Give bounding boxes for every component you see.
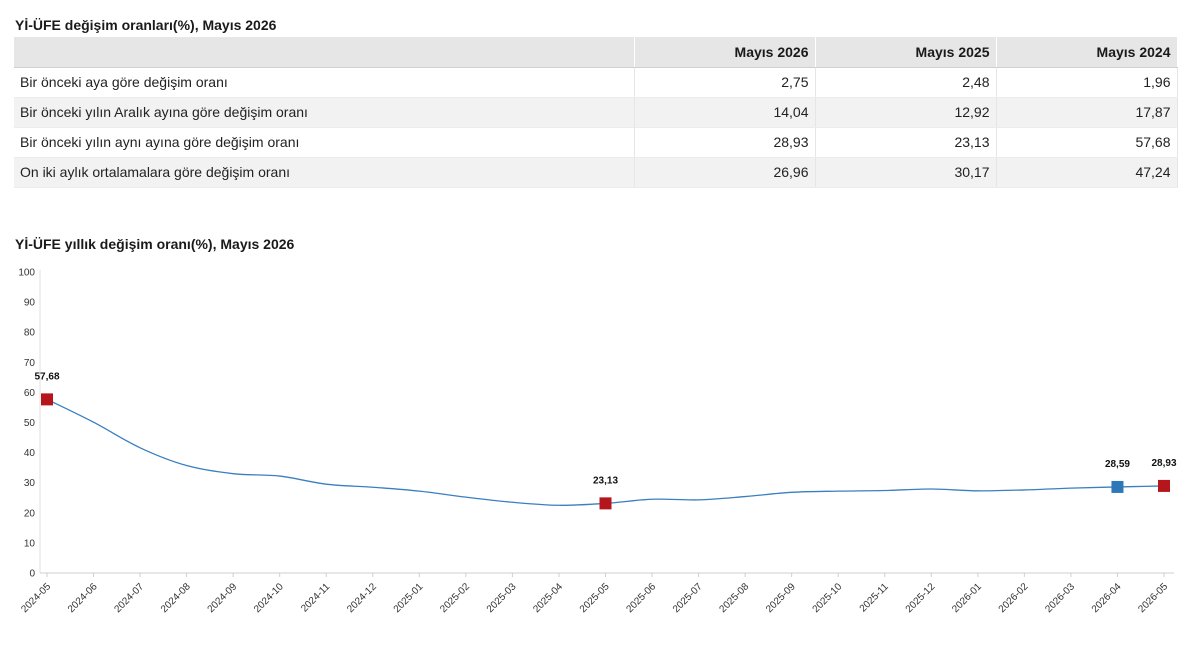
x-tick-label: 2024-08 [159, 581, 193, 615]
y-tick-label: 0 [29, 569, 35, 580]
x-tick-label: 2025-09 [764, 581, 798, 615]
x-tick-label: 2025-11 [858, 581, 892, 615]
table-cell: 2,48 [815, 67, 997, 98]
column-header: Mayıs 2025 [815, 37, 997, 68]
x-tick-label: 2024-12 [345, 581, 379, 615]
table-cell: 23,13 [815, 127, 997, 158]
x-tick-label: 2025-08 [718, 581, 752, 615]
row-label: On iki aylık ortalamalara göre değişim o… [14, 157, 635, 188]
table-cell: 28,93 [634, 127, 816, 158]
table-cell: 1,96 [996, 67, 1178, 98]
table-cell: 2,75 [634, 67, 816, 98]
data-point-marker [1111, 480, 1124, 493]
data-label: 57,68 [34, 371, 59, 382]
y-tick-label: 20 [24, 508, 36, 519]
table-cell: 30,17 [815, 157, 997, 188]
x-tick-label: 2026-02 [997, 581, 1031, 615]
x-tick-label: 2025-06 [624, 581, 658, 615]
table-cell: 14,04 [634, 97, 816, 128]
data-label: 28,59 [1105, 459, 1130, 470]
x-tick-label: 2025-07 [671, 581, 705, 615]
x-tick-label: 2026-04 [1090, 581, 1124, 615]
column-header [14, 37, 635, 68]
x-tick-label: 2024-10 [252, 581, 286, 615]
row-label: Bir önceki yılın Aralık ayına göre değiş… [14, 97, 635, 128]
y-tick-label: 40 [24, 448, 36, 459]
x-tick-label: 2024-09 [206, 581, 240, 615]
y-tick-label: 90 [24, 298, 36, 309]
x-tick-label: 2024-06 [66, 581, 100, 615]
chart-title: Yİ-ÜFE yıllık değişim oranı(%), Mayıs 20… [15, 236, 295, 252]
y-tick-label: 30 [24, 478, 36, 489]
x-tick-label: 2025-01 [392, 581, 426, 615]
x-tick-label: 2026-05 [1136, 581, 1170, 615]
y-tick-label: 70 [24, 358, 36, 369]
table-cell: 57,68 [996, 127, 1178, 158]
x-tick-label: 2025-12 [904, 581, 938, 615]
x-tick-label: 2026-01 [950, 581, 984, 615]
table-cell: 12,92 [815, 97, 997, 128]
data-label: 23,13 [593, 475, 618, 486]
x-tick-label: 2025-03 [485, 581, 519, 615]
table-cell: 26,96 [634, 157, 816, 188]
data-point-marker [41, 393, 53, 406]
x-tick-label: 2025-10 [811, 581, 845, 615]
table-row: Bir önceki yılın Aralık ayına göre değiş… [14, 97, 1178, 128]
line-chart: 0 10 20 30 40 50 60 70 80 90 100 2024-05 2024-06 2024… [18, 268, 1177, 616]
table-cell: 47,24 [996, 157, 1178, 188]
column-header: Mayıs 2024 [996, 37, 1178, 68]
table-row: Bir önceki aya göre değişim oranı 2,75 2… [14, 67, 1178, 98]
x-tick-label: 2026-03 [1043, 581, 1077, 615]
x-tick-label: 2025-02 [438, 581, 472, 615]
column-header: Mayıs 2026 [634, 37, 816, 68]
data-point-marker [599, 497, 612, 510]
table-cell: 17,87 [996, 97, 1178, 128]
x-tick-label: 2025-04 [531, 581, 565, 615]
change-rates-table: Mayıs 2026 Mayıs 2025 Mayıs 2024 Bir önc… [14, 37, 1178, 188]
x-tick-label: 2024-07 [112, 581, 146, 615]
x-tick-label: 2024-05 [19, 581, 53, 615]
y-tick-label: 60 [24, 388, 36, 399]
data-point-marker [1158, 479, 1170, 492]
table-header-row: Mayıs 2026 Mayıs 2025 Mayıs 2024 [14, 37, 1178, 68]
row-label: Bir önceki aya göre değişim oranı [14, 67, 635, 98]
data-label: 28,93 [1151, 458, 1176, 469]
y-tick-label: 100 [18, 268, 35, 279]
x-tick-label: 2024-11 [299, 581, 333, 615]
y-tick-label: 80 [24, 328, 36, 339]
row-label: Bir önceki yılın aynı ayına göre değişim… [14, 127, 635, 158]
y-tick-label: 10 [24, 538, 36, 549]
table-title: Yİ-ÜFE değişim oranları(%), Mayıs 2026 [15, 17, 277, 33]
y-tick-label: 50 [24, 418, 36, 429]
table-row: Bir önceki yılın aynı ayına göre değişim… [14, 127, 1178, 158]
table-row: On iki aylık ortalamalara göre değişim o… [14, 157, 1178, 188]
x-tick-label: 2025-05 [578, 581, 612, 615]
series-line [46, 398, 1165, 506]
